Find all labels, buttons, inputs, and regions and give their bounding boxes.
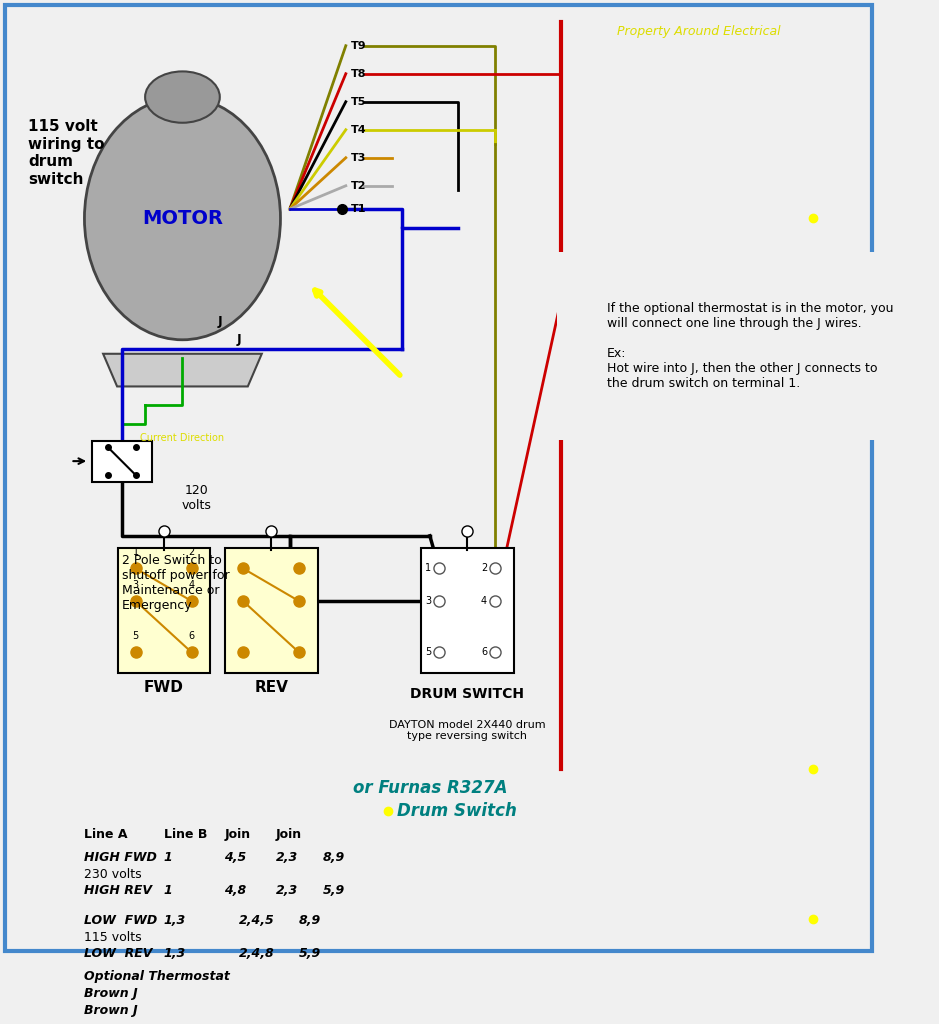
Text: 1: 1 — [424, 563, 431, 573]
Text: 1,3: 1,3 — [163, 913, 186, 927]
Text: 4: 4 — [189, 580, 195, 590]
Text: J: J — [236, 333, 240, 346]
FancyBboxPatch shape — [225, 548, 317, 673]
Text: 1: 1 — [163, 884, 173, 897]
Text: FWD: FWD — [144, 681, 184, 695]
Ellipse shape — [146, 72, 220, 123]
Text: Line A: Line A — [85, 828, 128, 841]
Text: Brown J: Brown J — [85, 1004, 138, 1017]
Text: 4,5: 4,5 — [224, 851, 247, 864]
Text: 5: 5 — [132, 631, 139, 641]
Text: MOTOR: MOTOR — [142, 209, 223, 228]
Text: 8,9: 8,9 — [322, 851, 345, 864]
Text: DAYTON model 2X440 drum
type reversing switch: DAYTON model 2X440 drum type reversing s… — [389, 720, 546, 741]
Text: 2,4,5: 2,4,5 — [239, 913, 274, 927]
Text: Property Around Electrical: Property Around Electrical — [617, 26, 780, 38]
Text: DRUM SWITCH: DRUM SWITCH — [410, 687, 524, 701]
Text: 2,3: 2,3 — [276, 851, 298, 864]
Text: 4,8: 4,8 — [224, 884, 247, 897]
Text: LOW  FWD: LOW FWD — [85, 913, 158, 927]
Text: Join: Join — [224, 828, 251, 841]
Text: T4: T4 — [350, 125, 366, 135]
Text: Optional Thermostat: Optional Thermostat — [85, 970, 230, 983]
Text: T8: T8 — [350, 69, 366, 79]
Text: Brown J: Brown J — [85, 987, 138, 999]
Text: 2,3: 2,3 — [276, 884, 298, 897]
Text: If the optional thermostat is in the motor, you
will connect one line through th: If the optional thermostat is in the mot… — [608, 302, 894, 390]
Text: T3: T3 — [350, 153, 366, 163]
FancyBboxPatch shape — [118, 548, 210, 673]
Text: HIGH REV: HIGH REV — [85, 884, 152, 897]
Text: 2: 2 — [189, 547, 195, 557]
Text: 1,3: 1,3 — [163, 946, 186, 959]
Text: Join: Join — [276, 828, 302, 841]
FancyBboxPatch shape — [422, 548, 514, 673]
Text: HIGH FWD: HIGH FWD — [85, 851, 158, 864]
Text: 115 volt
wiring to
drum
switch: 115 volt wiring to drum switch — [28, 120, 105, 186]
Text: T9: T9 — [350, 41, 366, 51]
Text: T5: T5 — [350, 96, 366, 106]
Text: REV: REV — [254, 681, 288, 695]
Text: 1: 1 — [132, 547, 139, 557]
Ellipse shape — [85, 97, 281, 340]
Text: 8,9: 8,9 — [300, 913, 321, 927]
Text: 120
volts: 120 volts — [181, 484, 211, 512]
Text: 3: 3 — [132, 580, 139, 590]
FancyBboxPatch shape — [92, 440, 152, 481]
Text: Current Direction: Current Direction — [141, 433, 224, 442]
Text: 1: 1 — [163, 851, 173, 864]
Polygon shape — [103, 353, 262, 386]
Text: T2: T2 — [350, 181, 366, 190]
Text: 230 volts: 230 volts — [85, 868, 142, 881]
Text: 5,9: 5,9 — [322, 884, 345, 897]
Text: J: J — [218, 314, 223, 328]
Text: or Furnas R327A: or Furnas R327A — [352, 779, 507, 797]
Text: 6: 6 — [189, 631, 195, 641]
Text: 115 volts: 115 volts — [85, 931, 142, 944]
Text: Drum Switch: Drum Switch — [397, 802, 517, 820]
Text: 4: 4 — [481, 596, 487, 606]
Text: 5: 5 — [424, 647, 431, 657]
Text: T1: T1 — [350, 204, 366, 214]
Text: Line B: Line B — [163, 828, 208, 841]
Text: 3: 3 — [424, 596, 431, 606]
Text: 2 Pole Switch to
shutoff power for
Maintenance or
Emergency: 2 Pole Switch to shutoff power for Maint… — [122, 554, 229, 612]
Text: 2: 2 — [481, 563, 487, 573]
Text: LOW  REV: LOW REV — [85, 946, 153, 959]
Text: 5,9: 5,9 — [300, 946, 321, 959]
Text: 6: 6 — [481, 647, 487, 657]
Text: 2,4,8: 2,4,8 — [239, 946, 274, 959]
